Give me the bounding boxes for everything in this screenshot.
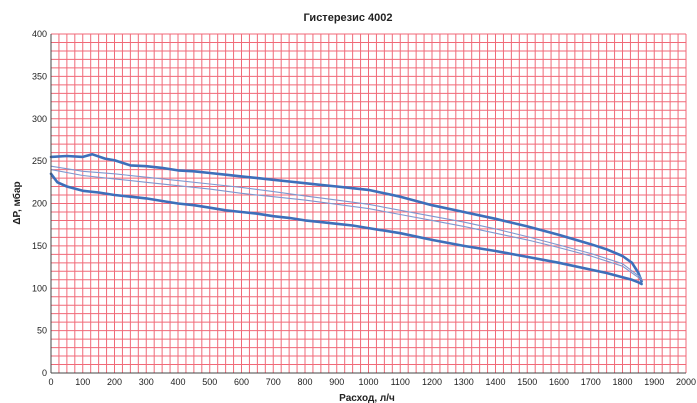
series-group [49,153,643,286]
y-tick-label: 150 [32,241,47,251]
x-tick-label: 700 [266,377,281,387]
series-line-4 [50,165,643,279]
x-tick-label: 900 [329,377,344,387]
x-tick-label: 1900 [644,377,664,387]
series-line-3 [50,169,643,281]
x-tick-label: 1500 [517,377,537,387]
y-tick-label: 0 [42,368,47,378]
x-tick-label: 1200 [422,377,442,387]
y-tick-labels: 0 50 100 150 200 250 300 350 400 [32,29,47,378]
series-line-1 [49,153,643,283]
x-tick-label: 300 [139,377,154,387]
y-tick-label: 300 [32,114,47,124]
x-tick-label: 400 [170,377,185,387]
x-axis-title: Расход, л/ч [339,393,395,403]
y-tick-label: 400 [32,29,47,39]
y-axis-title: ΔP, мбар [11,181,23,224]
x-tick-label: 1700 [581,377,601,387]
x-tick-label: 1400 [485,377,505,387]
y-tick-label: 250 [32,156,47,166]
grid [50,33,687,374]
x-tick-label: 1000 [358,377,378,387]
y-tick-label: 50 [37,326,47,336]
x-tick-label: 200 [107,377,122,387]
x-tick-labels: 0 100 200 300 400 500 600 700 800 900 1000 1100 1200… [48,377,696,387]
x-tick-label: 1100 [391,377,410,387]
x-tick-label: 1600 [549,377,569,387]
x-tick-label: 600 [234,377,249,387]
x-tick-label: 100 [75,377,90,387]
x-tick-label: 1800 [612,377,632,387]
y-tick-label: 100 [32,283,47,293]
x-tick-label: 0 [48,377,53,387]
x-tick-label: 500 [202,377,217,387]
y-tick-label: 350 [32,71,47,81]
series-line-2 [49,172,643,286]
x-tick-label: 2000 [676,377,696,387]
axes [50,34,686,374]
x-tick-label: 1300 [454,377,474,387]
chart-title: Гистерезис 4002 [303,12,392,24]
y-tick-label: 200 [32,199,47,209]
x-tick-label: 800 [297,377,312,387]
